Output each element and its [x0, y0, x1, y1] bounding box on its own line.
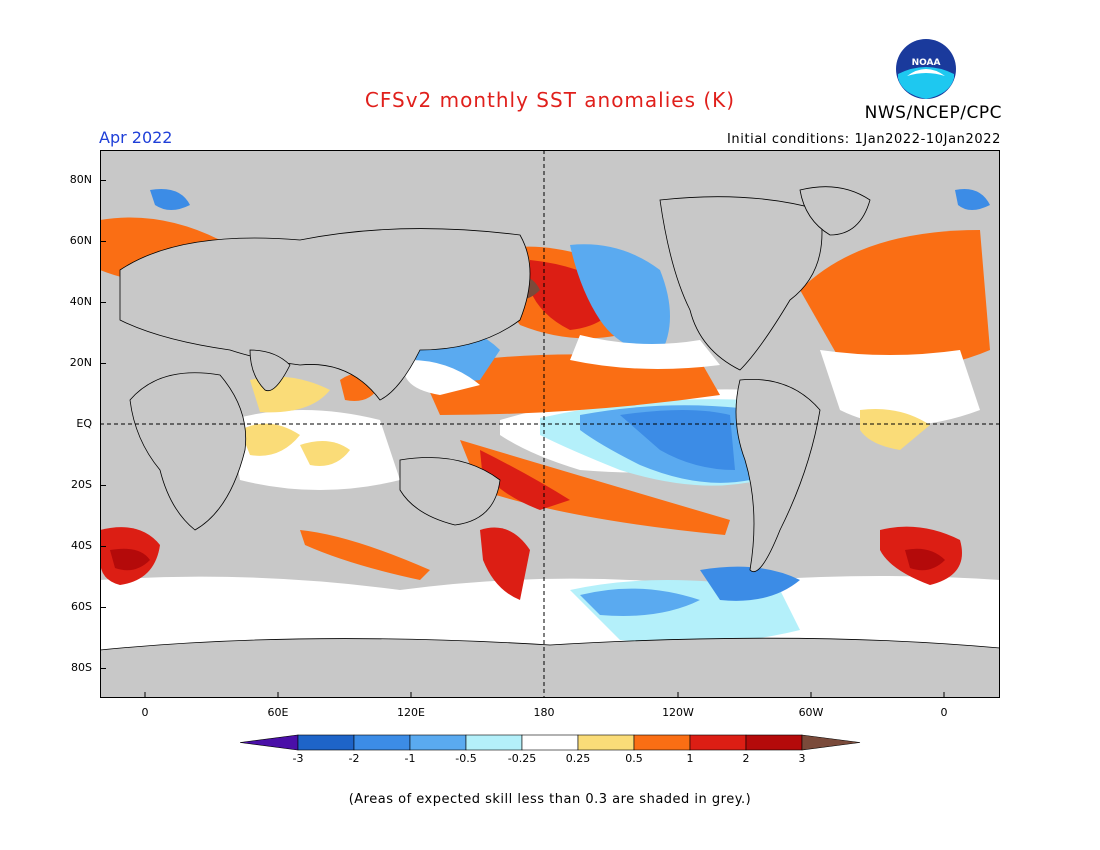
lat-label: 40S — [71, 539, 92, 552]
lon-label: 0 — [940, 706, 948, 719]
lon-label: 120E — [397, 706, 425, 719]
colorbar-cell — [465, 734, 523, 751]
lon-label: 60W — [798, 706, 824, 719]
colorbar-cell — [689, 734, 747, 751]
lat-label: 80S — [71, 661, 92, 674]
lon-label: 120W — [662, 706, 694, 719]
colorbar-tick-label: 3 — [798, 752, 806, 765]
colorbar-cell — [745, 734, 803, 751]
colorbar-tick-label: 0.5 — [625, 752, 643, 765]
lon-label: 180 — [533, 706, 555, 719]
southern-ocean-white — [100, 576, 1000, 650]
chart-title: CFSv2 monthly SST anomalies (K) — [364, 88, 736, 112]
nw-pacific-warm — [420, 354, 720, 415]
colorbar-tick-label: -3 — [292, 752, 304, 765]
colorbar-cell — [521, 734, 579, 751]
north-atlantic-warm — [800, 230, 990, 368]
initial-conditions: Initial conditions: 1Jan2022-10Jan2022 — [726, 132, 1001, 147]
lat-label: 20N — [69, 356, 92, 369]
colorbar-tick-label: 0.25 — [565, 752, 591, 765]
logo-text: NOAA — [912, 58, 941, 68]
lon-label: 60E — [267, 706, 289, 719]
colorbar-cell — [353, 734, 411, 751]
colorbar-tick-label: -0.25 — [507, 752, 537, 765]
lat-label: 20S — [71, 478, 92, 491]
noaa-logo: NOAA — [896, 39, 956, 99]
lat-label: 60N — [69, 234, 92, 247]
lat-label: EQ — [76, 417, 92, 430]
colorbar-tick-label: 2 — [742, 752, 750, 765]
colorbar-cell — [409, 734, 467, 751]
colorbar-cell — [577, 734, 635, 751]
continents — [100, 186, 1000, 698]
colorbar-tick-label: 1 — [686, 752, 694, 765]
lat-label: 60S — [71, 600, 92, 613]
forecast-month: Apr 2022 — [99, 128, 173, 147]
lat-label: 40N — [69, 295, 92, 308]
sw-pacific-warm — [460, 440, 730, 535]
sst-anomaly-map — [100, 150, 1000, 698]
colorbar-tick-label: -2 — [348, 752, 360, 765]
lon-label: 0 — [141, 706, 149, 719]
colorbar-cell — [801, 734, 861, 751]
organization-label: NWS/NCEP/CPC — [864, 103, 1002, 123]
colorbar-cell — [297, 734, 355, 751]
footnote: (Areas of expected skill less than 0.3 a… — [348, 792, 752, 807]
lat-label: 80N — [69, 173, 92, 186]
colorbar-tick-label: -0.5 — [455, 752, 477, 765]
colorbar-cell — [240, 734, 299, 751]
colorbar-tick-label: -1 — [404, 752, 416, 765]
colorbar — [240, 734, 861, 751]
colorbar-cell — [633, 734, 691, 751]
